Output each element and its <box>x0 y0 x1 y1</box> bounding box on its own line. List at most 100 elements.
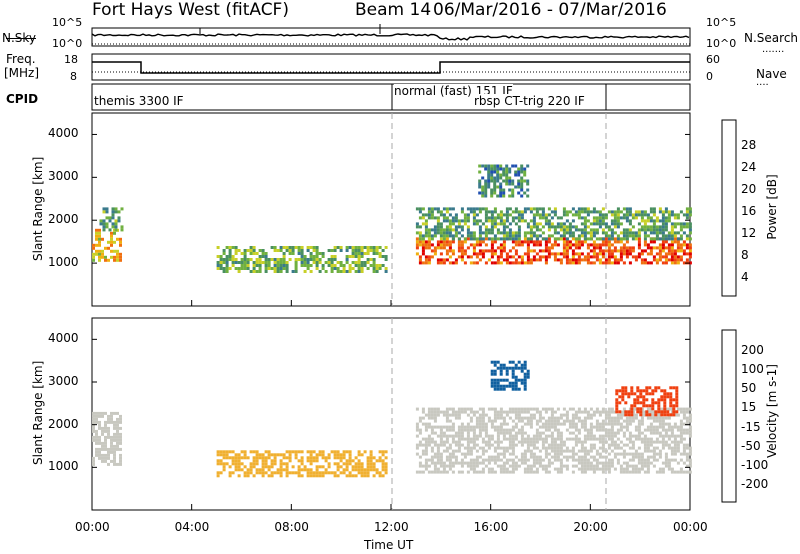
power-cell-r4 <box>439 222 443 226</box>
velocity-cell-r4 <box>490 360 494 364</box>
velocity-cell-r4 <box>517 387 521 391</box>
power-cell-r4 <box>529 210 533 214</box>
power-cell-r4 <box>622 231 626 235</box>
velocity-cell-r2 <box>541 440 545 444</box>
velocity-cell-r4 <box>490 384 494 388</box>
power-cell-r4 <box>523 231 527 235</box>
power-cell-r0 <box>104 258 107 262</box>
power-cell-r4 <box>571 225 575 229</box>
velocity-cell-r2 <box>436 407 440 411</box>
power-cell-r3 <box>574 258 578 262</box>
velocity-cell-r3 <box>657 404 661 408</box>
velocity-cell-r1 <box>300 459 304 463</box>
power-cell-r4 <box>424 228 428 232</box>
velocity-cell-r2 <box>682 446 686 450</box>
power-cell-r1 <box>105 207 109 211</box>
velocity-cell-r2 <box>553 416 557 420</box>
velocity-cell-r4 <box>520 366 524 370</box>
velocity-cell-r2 <box>436 449 440 453</box>
power-cell-r4 <box>628 219 632 223</box>
power-cell-r4 <box>646 216 650 220</box>
velocity-cell-r2 <box>538 425 542 429</box>
velocity-cell-r2 <box>640 458 644 462</box>
power-cell-r4 <box>508 228 512 232</box>
power-cell-r4 <box>619 210 623 214</box>
power-cell-r4 <box>655 216 659 220</box>
velocity-cell-r2 <box>457 470 461 474</box>
power-cell-r5 <box>499 176 503 180</box>
velocity-cell-r0 <box>104 420 107 424</box>
power-cell-r0 <box>119 258 122 262</box>
velocity-cell-r1 <box>297 459 301 463</box>
power-cell-r2 <box>378 264 382 267</box>
power-cell-r3 <box>493 240 497 244</box>
velocity-cell-r2 <box>439 428 443 432</box>
power-cell-r2 <box>246 261 250 264</box>
power-cell-r4 <box>562 225 566 229</box>
power-cell-r4 <box>652 231 656 235</box>
velocity-cell-r0 <box>95 453 98 457</box>
power-cell-r2 <box>324 261 328 264</box>
velocity-cell-r1 <box>276 471 280 475</box>
velocity-cell-r3 <box>633 392 637 396</box>
velocity-cell-r2 <box>421 410 425 414</box>
velocity-cell-r1 <box>285 465 289 469</box>
power-cell-r4 <box>616 234 620 238</box>
power-cell-r3 <box>442 243 446 247</box>
velocity-cell-r2 <box>649 443 653 447</box>
power-cell-r4 <box>418 237 422 241</box>
velocity-cell-r2 <box>574 425 578 429</box>
power-cell-r3 <box>496 246 500 250</box>
power-cell-r4 <box>544 222 548 226</box>
velocity-cell-r2 <box>421 449 425 453</box>
power-colorbar-tick-5: 8 <box>741 248 749 262</box>
power-cell-r4 <box>613 219 617 223</box>
power-cell-r2 <box>330 261 334 264</box>
velocity-cell-r1 <box>300 462 304 466</box>
power-cell-r4 <box>424 231 428 235</box>
velocity-cell-r2 <box>601 464 605 468</box>
velocity-cell-r2 <box>676 434 680 438</box>
velocity-cell-r2 <box>541 458 545 462</box>
velocity-cell-r1 <box>321 456 325 460</box>
velocity-cell-r2 <box>451 464 455 468</box>
velocity-cell-r2 <box>457 428 461 432</box>
power-cell-r3 <box>544 240 548 244</box>
velocity-cell-r2 <box>499 413 503 417</box>
velocity-cell-r2 <box>583 470 587 474</box>
velocity-cell-r2 <box>598 434 602 438</box>
nsky-tick-bottom: 10^0 <box>52 37 83 50</box>
power-cell-r2 <box>312 249 316 252</box>
power-cell-r3 <box>553 252 557 256</box>
power-cell-r3 <box>451 252 455 256</box>
velocity-cell-r3 <box>663 398 667 402</box>
velocity-cell-r2 <box>565 410 569 414</box>
velocity-cell-r2 <box>574 458 578 462</box>
velocity-cell-r3 <box>666 410 670 414</box>
power-cell-r2 <box>342 264 346 267</box>
xtick-0: 00:00 <box>75 520 110 534</box>
velocity-cell-r1 <box>375 468 379 472</box>
power-cell-r4 <box>442 231 446 235</box>
power-cell-r4 <box>607 210 611 214</box>
power-cell-r2 <box>249 252 253 255</box>
power-cell-r4 <box>514 237 518 241</box>
power-cell-r3 <box>616 258 620 262</box>
velocity-cell-r0 <box>101 447 104 451</box>
power-cell-r3 <box>469 255 473 259</box>
velocity-cell-r2 <box>460 422 464 426</box>
velocity-cell-r2 <box>580 449 584 453</box>
power-cell-r3 <box>601 249 605 253</box>
power-cell-r2 <box>252 267 256 270</box>
velocity-cell-r2 <box>523 410 527 414</box>
xtick-3: 12:00 <box>374 520 409 534</box>
velocity-cell-r2 <box>682 443 686 447</box>
power-cell-r3 <box>460 249 464 253</box>
velocity-cell-r0 <box>98 414 101 418</box>
power-cell-r4 <box>439 225 443 229</box>
power-cell-r5 <box>520 188 524 192</box>
velocity-cell-r2 <box>514 407 518 411</box>
velocity-cell-r4 <box>496 360 500 364</box>
velocity-cell-r2 <box>538 455 542 459</box>
power-cell-r0 <box>98 231 101 235</box>
